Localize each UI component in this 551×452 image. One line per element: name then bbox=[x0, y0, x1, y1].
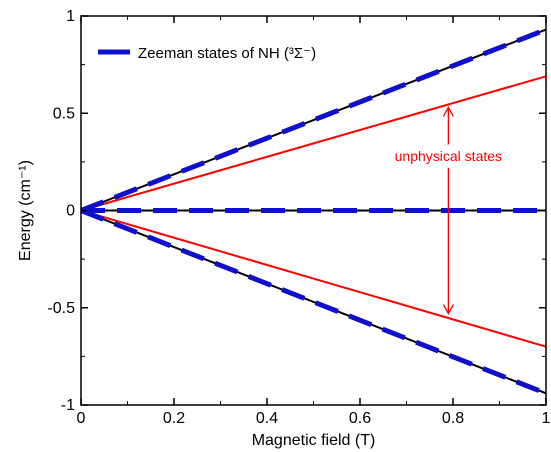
x-tick-label: 0.6 bbox=[349, 410, 371, 427]
legend-label: Zeeman states of NH (³Σ⁻) bbox=[138, 45, 316, 62]
x-tick-label: 0.2 bbox=[163, 410, 185, 427]
annotation-arrow-up-head bbox=[442, 106, 454, 117]
y-tick-label: 1 bbox=[66, 8, 75, 25]
y-tick-label: -1 bbox=[61, 397, 75, 414]
legend: Zeeman states of NH (³Σ⁻) bbox=[98, 45, 316, 62]
x-axis-title: Magnetic field (T) bbox=[252, 432, 376, 449]
x-tick-label: 0.4 bbox=[256, 410, 278, 427]
ticks-layer: 0 0.2 0.4 0.6 0.8 1 -1 -0.5 0 0.5 1 bbox=[47, 8, 550, 427]
y-axis-title: Energy (cm⁻¹) bbox=[17, 160, 34, 261]
series-line-dashed-5 bbox=[80, 208, 547, 396]
series-line-dashed-3 bbox=[80, 27, 547, 213]
annotation-unphysical-states: unphysical states bbox=[395, 148, 502, 164]
x-tick-label: 1 bbox=[542, 410, 551, 427]
x-tick-label: 0.8 bbox=[442, 410, 464, 427]
y-tick-label: -0.5 bbox=[47, 300, 75, 317]
series-line-red-7 bbox=[80, 209, 547, 348]
annotation-layer: unphysical states bbox=[395, 106, 502, 315]
y-tick-label: 0.5 bbox=[53, 105, 75, 122]
x-tick-label: 0 bbox=[77, 410, 86, 427]
annotation-arrow-down-head bbox=[442, 304, 454, 315]
series-layer bbox=[80, 27, 547, 396]
series-line-red-6 bbox=[80, 75, 547, 212]
y-tick-label: 0 bbox=[66, 203, 75, 220]
